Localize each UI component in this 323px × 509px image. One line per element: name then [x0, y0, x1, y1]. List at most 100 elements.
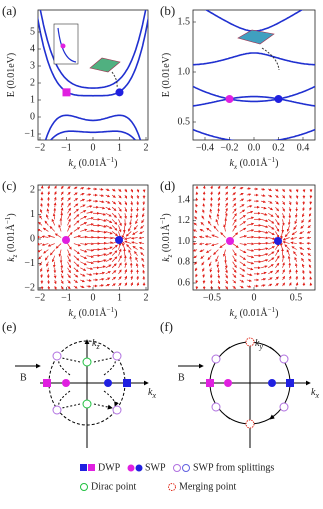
arrow [239, 249, 247, 254]
panel: (d)−0.5 0 0.50.60.81.01.21.4kx (0.01Å−1)kz… [159, 178, 316, 321]
arrow [239, 221, 246, 226]
arrow [40, 202, 44, 208]
arrow [118, 282, 122, 287]
arrow [47, 234, 55, 238]
arrow [105, 264, 112, 269]
arrow [284, 231, 290, 238]
arrow [225, 279, 228, 284]
arrow [73, 285, 78, 289]
arrow [122, 225, 126, 233]
y-tick-label: −1 [24, 258, 35, 269]
arrow [261, 284, 266, 287]
arrow [308, 264, 312, 268]
arrow [111, 283, 116, 287]
arrow [86, 284, 92, 288]
arrow [268, 237, 276, 240]
arrow [73, 267, 79, 273]
arrow [67, 191, 71, 196]
arrow [268, 231, 275, 236]
arrow [136, 282, 140, 287]
inset [53, 23, 79, 65]
y-tick-label: 5 [30, 26, 35, 37]
arrow [291, 246, 297, 250]
band [204, 10, 304, 32]
arrow [301, 219, 305, 224]
arrow [309, 201, 313, 205]
arrow [67, 273, 71, 279]
arrow [246, 229, 255, 232]
arrow [199, 228, 205, 232]
arrow [111, 200, 117, 205]
arrow [80, 204, 86, 208]
x-tick-label: −1 [61, 142, 72, 153]
y-tick-label: 1 [30, 94, 35, 105]
arrow [118, 219, 122, 227]
arrow [194, 216, 198, 220]
legend-label: SWP from splittings [193, 462, 274, 473]
arrow [287, 219, 291, 226]
split-point [279, 354, 289, 364]
arrow [275, 213, 280, 219]
arrow [246, 285, 252, 288]
arrow [46, 208, 50, 214]
arrow [67, 255, 71, 263]
arrow [67, 212, 72, 220]
arrow [294, 256, 298, 262]
arrow [38, 249, 43, 253]
arrow [51, 218, 56, 226]
arrow [99, 230, 107, 234]
legend-mark [173, 464, 181, 472]
arrow [206, 227, 212, 232]
arrow [246, 267, 254, 271]
arrow [80, 273, 86, 277]
arrow [118, 206, 122, 212]
arrow [73, 208, 79, 214]
arrow [275, 206, 279, 212]
arrow [67, 279, 71, 284]
arrow [309, 276, 313, 281]
arrow [301, 257, 305, 262]
arrow [268, 257, 275, 263]
arrow [58, 224, 62, 232]
arrow [246, 261, 255, 265]
arrow [198, 235, 205, 239]
arrow [246, 249, 255, 252]
arrow [239, 285, 244, 289]
arrow [282, 194, 285, 199]
arrow [111, 256, 118, 262]
arrow [287, 255, 291, 262]
arrow [217, 273, 221, 279]
label-part: y [258, 342, 263, 351]
arrow [86, 261, 94, 265]
arrow [225, 185, 229, 190]
arrow [136, 188, 140, 193]
x-tick-label: −0.4 [196, 142, 214, 153]
axis-label: E (0.01eV) [161, 53, 172, 97]
dirac-point [82, 399, 92, 409]
arrow [130, 269, 133, 274]
plot-area [193, 185, 313, 290]
arrow [124, 237, 132, 241]
arrow [232, 192, 236, 196]
arrow [268, 206, 274, 211]
arrow [67, 202, 71, 208]
arrow [282, 207, 285, 212]
arrow [290, 241, 297, 245]
arrow [261, 265, 268, 269]
arrow [261, 236, 269, 240]
swp [224, 379, 232, 387]
arrow [135, 219, 138, 225]
legend-mark [127, 464, 135, 472]
arrow [225, 273, 228, 279]
axis-label: kx (0.01Å−1) [230, 156, 279, 171]
arrow [217, 285, 221, 290]
label-part: z [11, 254, 19, 258]
arrow [261, 271, 267, 275]
arrow [124, 200, 128, 206]
arrow [129, 219, 132, 226]
arrow [40, 267, 43, 273]
arrow [195, 273, 198, 278]
arrow [53, 185, 57, 190]
arrow [293, 225, 298, 230]
arrow [80, 235, 88, 239]
